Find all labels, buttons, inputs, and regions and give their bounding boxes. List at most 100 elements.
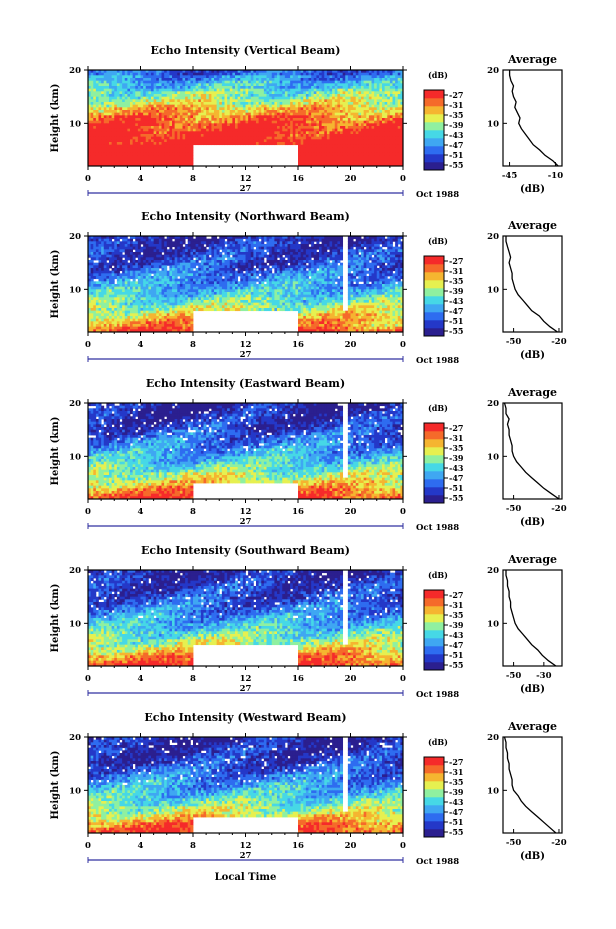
heatmap-cell <box>214 102 218 106</box>
heatmap-cell <box>371 123 375 127</box>
heatmap-cell <box>140 112 144 116</box>
heatmap-cell <box>300 139 304 143</box>
heatmap-cell <box>130 254 134 258</box>
heatmap-cell <box>256 128 260 132</box>
heatmap-cell <box>332 78 336 82</box>
heatmap-cell <box>232 112 236 116</box>
heatmap-cell <box>358 104 362 108</box>
heatmap-cell <box>200 236 204 240</box>
heatmap-cell <box>182 83 186 87</box>
heatmap-cell <box>195 99 199 103</box>
heatmap-cell <box>266 241 270 245</box>
heatmap-cell <box>319 246 323 250</box>
heatmap-cell <box>329 80 333 84</box>
heatmap-cell <box>111 236 115 240</box>
heatmap-cell <box>148 246 152 250</box>
heatmap-cell <box>358 120 362 124</box>
heatmap-cell <box>292 88 296 92</box>
heatmap-cell <box>319 160 323 164</box>
heatmap-cell <box>237 246 241 250</box>
heatmap-cell <box>127 158 131 162</box>
heatmap-cell <box>277 244 281 248</box>
heatmap-cell <box>313 78 317 82</box>
heatmap-cell <box>130 94 134 98</box>
heatmap-cell <box>319 99 323 103</box>
heatmap-cell <box>127 249 131 253</box>
heatmap-cell <box>148 120 152 124</box>
heatmap-cell <box>353 80 357 84</box>
heatmap-cell <box>90 120 94 124</box>
heatmap-cell <box>193 126 197 130</box>
heatmap-cell <box>397 158 401 162</box>
heatmap-cell <box>214 249 218 253</box>
heatmap-cell <box>287 249 291 253</box>
heatmap-cell <box>140 104 144 108</box>
heatmap-cell <box>358 86 362 90</box>
chart-title: Echo Intensity (Northward Beam) <box>141 210 350 223</box>
heatmap-cell <box>350 96 354 100</box>
heatmap-cell <box>329 123 333 127</box>
heatmap-cell <box>287 136 291 140</box>
heatmap-cell <box>324 147 328 151</box>
heatmap-cell <box>119 75 123 79</box>
heatmap-cell <box>206 241 210 245</box>
heatmap-cell <box>158 252 162 256</box>
heatmap-cell <box>158 244 162 248</box>
heatmap-cell <box>300 88 304 92</box>
heatmap-cell <box>392 139 396 143</box>
heatmap-cell <box>109 158 113 162</box>
heatmap-cell <box>250 131 254 135</box>
heatmap-cell <box>153 120 157 124</box>
heatmap-cell <box>253 244 257 248</box>
heatmap-cell <box>305 163 309 167</box>
heatmap-cell <box>384 158 388 162</box>
heatmap-cell <box>203 83 207 87</box>
heatmap-cell <box>174 75 178 79</box>
heatmap-cell <box>313 94 317 98</box>
heatmap-cell <box>166 110 170 114</box>
heatmap-cell <box>130 107 134 111</box>
heatmap-cell <box>95 155 99 159</box>
heatmap-cell <box>342 150 346 154</box>
heatmap-cell <box>305 75 309 79</box>
heatmap-cell <box>319 80 323 84</box>
heatmap-cell <box>271 131 275 135</box>
heatmap-cell <box>148 104 152 108</box>
heatmap-cell <box>400 107 404 111</box>
heatmap-cell <box>95 96 99 100</box>
heatmap-cell <box>164 75 168 79</box>
heatmap-cell <box>106 78 110 82</box>
heatmap-cell <box>358 91 362 95</box>
heatmap-cell <box>334 118 338 122</box>
heatmap-cell <box>174 102 178 106</box>
heatmap-cell <box>153 152 157 156</box>
heatmap-cell <box>277 110 281 114</box>
heatmap-cell <box>376 91 380 95</box>
heatmap-cell <box>156 139 160 143</box>
heatmap-cell <box>90 70 94 74</box>
heatmap-cell <box>269 128 273 132</box>
heatmap-cell <box>158 241 162 245</box>
heatmap-cell <box>298 94 302 98</box>
heatmap-cell <box>193 96 197 100</box>
heatmap-cell <box>166 158 170 162</box>
heatmap-cell <box>334 155 338 159</box>
heatmap-cell <box>179 150 183 154</box>
heatmap-cell <box>295 244 299 248</box>
heatmap-cell <box>93 152 97 156</box>
heatmap-cell <box>311 72 315 76</box>
heatmap-cell <box>379 163 383 167</box>
heatmap-cell <box>109 152 113 156</box>
heatmap-cell <box>106 150 110 154</box>
heatmap-cell <box>326 155 330 159</box>
heatmap-cell <box>161 144 165 148</box>
heatmap-cell <box>179 112 183 116</box>
heatmap-cell <box>319 110 323 114</box>
heatmap-cell <box>342 126 346 130</box>
heatmap-cell <box>340 158 344 162</box>
heatmap-cell <box>389 72 393 76</box>
heatmap-cell <box>221 91 225 95</box>
heatmap-cell <box>124 96 128 100</box>
heatmap-cell <box>151 107 155 111</box>
heatmap-cell <box>143 241 147 245</box>
